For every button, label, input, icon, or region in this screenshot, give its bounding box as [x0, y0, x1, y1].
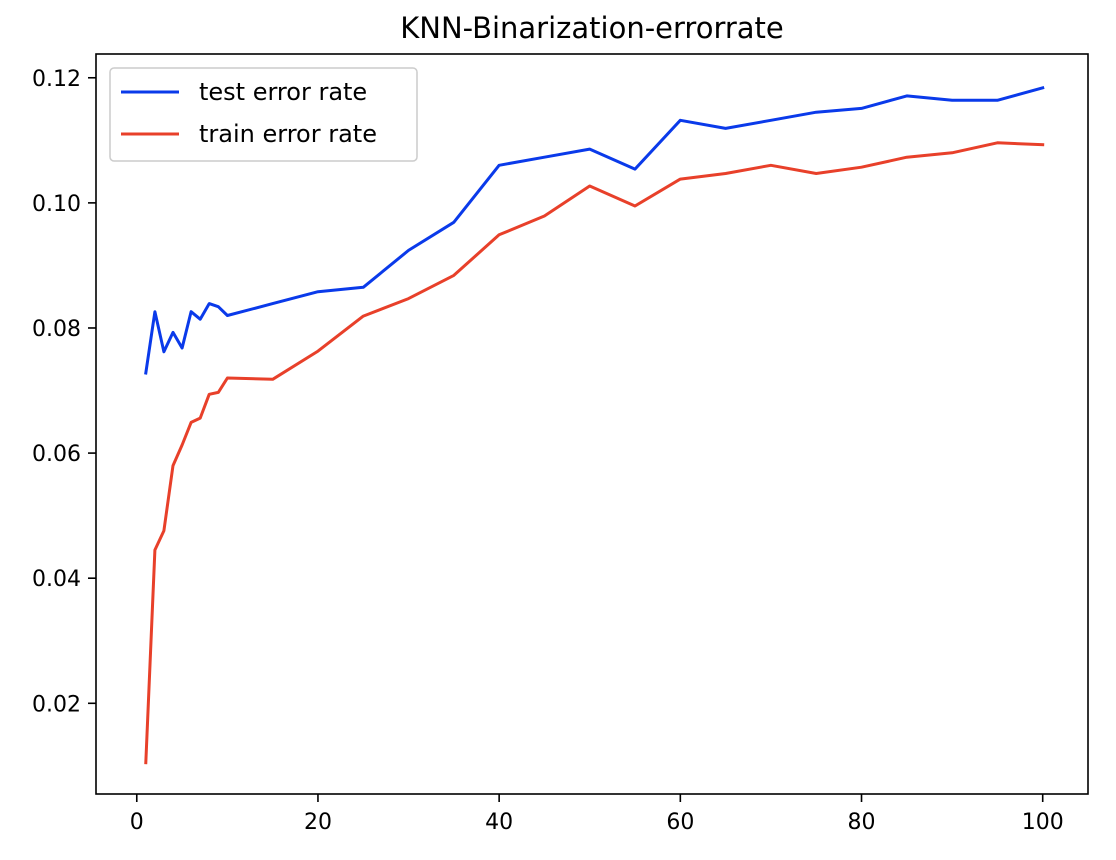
legend: test error rate train error rate: [109, 67, 418, 162]
y-tick-label: 0.02: [32, 692, 81, 717]
legend-box: [109, 67, 418, 162]
y-tick-label: 0.06: [32, 442, 81, 467]
series-line-train: [144, 141, 1045, 765]
y-tick-label: 0.04: [32, 567, 81, 592]
x-tick-label: 100: [1022, 810, 1064, 835]
y-axis: 0.02 0.04 0.06 0.08 0.10 0.12: [32, 67, 96, 717]
legend-label: test error rate: [199, 78, 367, 106]
plot-area-frame: [95, 53, 1089, 795]
legend-label: train error rate: [199, 120, 377, 148]
x-tick-label: 60: [666, 810, 694, 835]
chart-title: KNN-Binarization-errorrate: [400, 11, 784, 45]
y-tick-label: 0.12: [32, 67, 81, 92]
x-axis: 0 20 40 60 80 100: [130, 794, 1064, 835]
x-tick-label: 0: [130, 810, 144, 835]
y-tick-label: 0.08: [32, 317, 81, 342]
x-tick-label: 80: [848, 810, 876, 835]
y-tick-label: 0.10: [32, 192, 81, 217]
series-line-test: [144, 85, 1045, 375]
x-tick-label: 20: [304, 810, 332, 835]
x-tick-label: 40: [485, 810, 513, 835]
series-layer: [144, 85, 1045, 765]
